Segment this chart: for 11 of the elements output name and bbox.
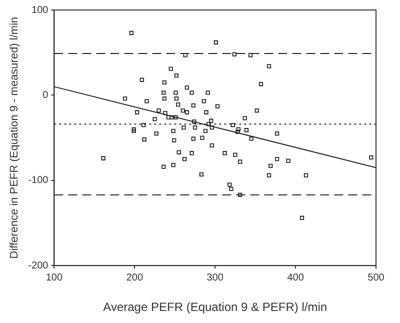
- y-tick-label: 0: [42, 90, 49, 101]
- y-tick-label: -200: [28, 260, 49, 272]
- x-axis-title: Average PEFR (Equation 9 & PEFR) l/min: [103, 300, 328, 314]
- x-tick-label: 300: [206, 272, 224, 284]
- x-tick-label: 400: [287, 272, 304, 284]
- y-axis-title: Difference in PEFR (Equation 9 - measured) l/min: [8, 16, 21, 259]
- x-tick-label: 200: [126, 272, 144, 284]
- y-tick-label: -100: [28, 175, 49, 186]
- x-tick-label: 500: [368, 272, 385, 284]
- y-tick-label: 100: [32, 4, 49, 16]
- x-tick-label: 100: [46, 272, 63, 284]
